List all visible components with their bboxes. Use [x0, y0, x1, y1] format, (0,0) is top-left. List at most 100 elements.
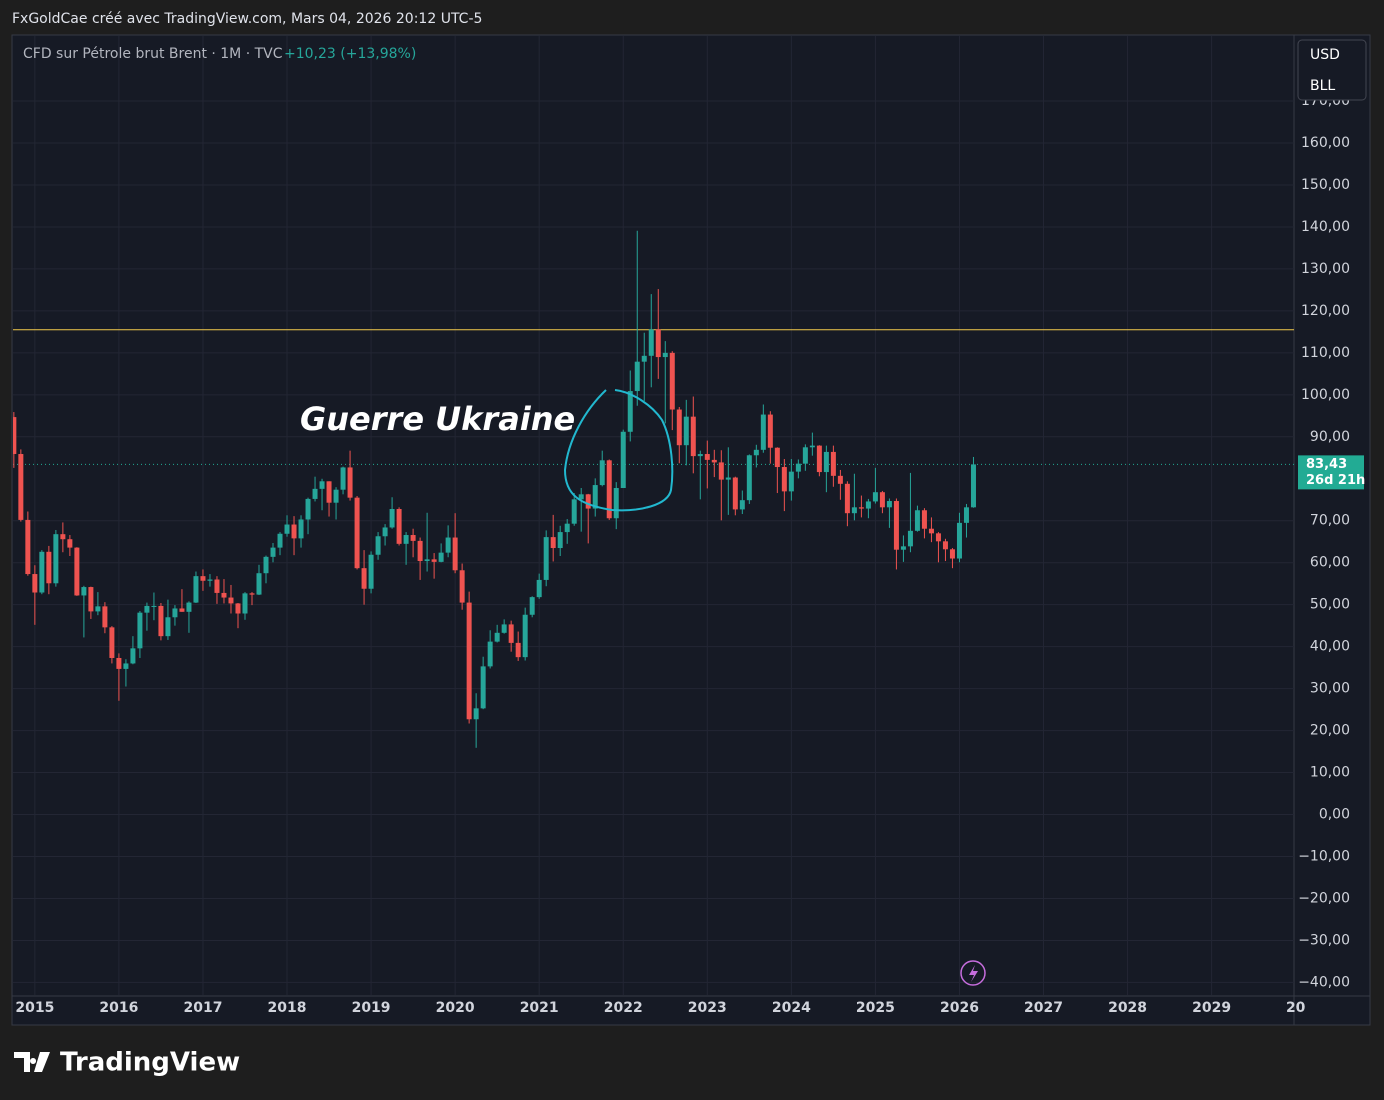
candle-body [760, 414, 766, 450]
candle-body [858, 507, 864, 509]
countdown: 26d 21h [1306, 473, 1365, 488]
candle-body [942, 541, 948, 550]
candle-body [830, 451, 836, 476]
unit: BLL [1310, 78, 1335, 94]
candle-body [158, 605, 164, 637]
brand: TradingView [60, 1048, 240, 1078]
change-label: +10,23 (+13,98%) [284, 46, 416, 62]
candle-body [326, 481, 332, 503]
y-tick-label: 130,00 [1301, 261, 1350, 277]
candle-body [46, 551, 52, 584]
candle-body [137, 612, 143, 649]
candle-body [662, 352, 668, 358]
candle-body [130, 648, 136, 664]
candle-body [802, 447, 808, 464]
y-tick-label: 10,00 [1310, 765, 1350, 781]
candle-body [291, 524, 297, 539]
candle-body [543, 537, 549, 580]
candle-body [165, 617, 171, 637]
x-tick-label: 2018 [268, 1000, 307, 1016]
candle-body [480, 666, 486, 709]
currency-box[interactable] [1297, 39, 1367, 101]
currency: USD [1310, 47, 1340, 63]
y-tick-label: 140,00 [1301, 219, 1350, 235]
candle-body [144, 605, 150, 613]
candle-body [704, 454, 710, 460]
candle-body [179, 608, 185, 612]
candle-body [767, 414, 773, 448]
x-tick-label: 2022 [604, 1000, 643, 1016]
candle-body [214, 579, 220, 593]
candle-body [837, 475, 843, 484]
candle-body [725, 477, 731, 480]
candle-body [102, 606, 108, 628]
candle-body [25, 519, 31, 575]
candle-body [347, 467, 353, 498]
candle-body [333, 489, 339, 503]
candle-body [627, 391, 633, 432]
candle-body [564, 523, 570, 533]
candle-body [74, 547, 80, 596]
candle-body [746, 455, 752, 501]
candle-body [172, 608, 178, 618]
candle-body [928, 528, 934, 534]
candle-body [886, 501, 892, 508]
candle-body [823, 451, 829, 473]
candle-body [340, 467, 346, 490]
candle-body [298, 519, 304, 539]
y-tick-label: 0,00 [1319, 807, 1350, 823]
candle-body [550, 537, 556, 549]
chart-panel [11, 34, 1371, 1026]
y-tick-label: 100,00 [1301, 387, 1350, 403]
y-tick-label: 40,00 [1310, 639, 1350, 655]
candle-body [319, 481, 325, 489]
x-tick-label: 2019 [352, 1000, 391, 1016]
candle-body [711, 459, 717, 463]
candle-body [536, 579, 542, 598]
candle-body [795, 463, 801, 472]
candle-body [949, 549, 955, 559]
candle-body [13, 417, 17, 455]
candle-body [893, 501, 899, 550]
candle-body [18, 454, 24, 520]
x-tick-label: 2020 [436, 1000, 475, 1016]
candle-body [781, 467, 787, 492]
x-tick-label: 2017 [183, 1000, 222, 1016]
candle-body [123, 663, 129, 669]
y-tick-label: 50,00 [1310, 597, 1350, 613]
candle-body [263, 556, 269, 574]
candle-body [452, 537, 458, 571]
candle-body [312, 488, 318, 499]
candle-body [522, 614, 528, 658]
candle-body [193, 576, 199, 603]
y-tick-label: −40,00 [1298, 974, 1350, 990]
candle-body [389, 508, 395, 528]
candle-body [508, 624, 514, 643]
candle-body [683, 416, 689, 446]
candle-body [60, 534, 66, 540]
circle-drawing [563, 389, 674, 512]
candle-body [585, 494, 591, 509]
candle-body [207, 579, 213, 581]
alert-icon[interactable] [960, 960, 986, 986]
y-tick-label: 90,00 [1310, 429, 1350, 445]
candle-body [95, 606, 101, 612]
candle-body [487, 641, 493, 667]
candle-body [284, 524, 290, 534]
candle-body [256, 573, 262, 595]
x-tick-label: 2029 [1192, 1000, 1231, 1016]
candle-body [445, 537, 451, 553]
candle-body [676, 409, 682, 446]
candle-body [515, 642, 521, 658]
candle-body [116, 657, 122, 669]
candle-body [718, 462, 724, 480]
candle-body [907, 530, 913, 547]
candle-body [914, 510, 920, 531]
candle-body [606, 460, 612, 519]
candle-body [473, 708, 479, 720]
candle-body [732, 477, 738, 510]
candle-body [305, 498, 311, 520]
candle-body [872, 492, 878, 502]
candle-body [438, 552, 444, 562]
candle-body [599, 460, 605, 486]
